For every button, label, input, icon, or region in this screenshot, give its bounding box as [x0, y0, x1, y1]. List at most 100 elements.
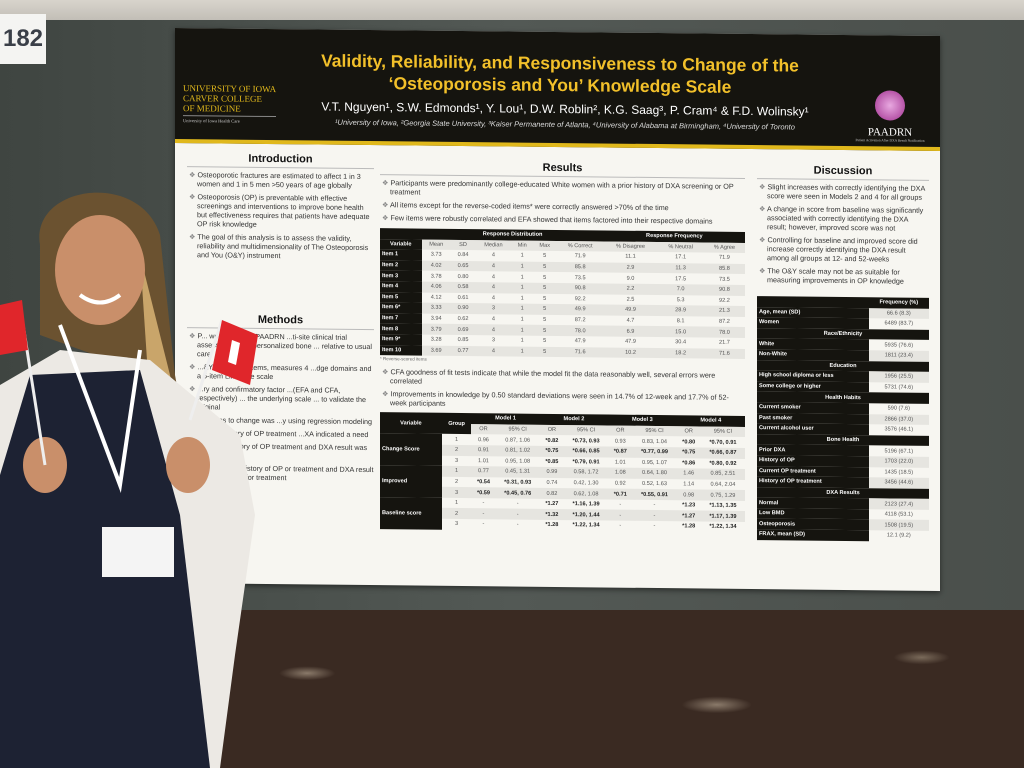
table-cell: *0.82	[545, 437, 559, 444]
column-header: SD	[450, 239, 476, 251]
table-cell: 1	[511, 282, 533, 294]
table-cell: 0.69	[450, 324, 476, 336]
bullet-point: Slight increases with correctly identify…	[757, 182, 929, 202]
table-cell: 1	[511, 303, 533, 315]
sub-header: OR	[608, 425, 633, 437]
table-cell: *0.71	[608, 488, 633, 500]
table-cell: Item 4	[380, 281, 422, 293]
table-cell: 10.2	[603, 347, 658, 359]
row-value: 4118 (53.1)	[884, 511, 913, 518]
table-cell: *0.80, 0.92	[709, 460, 737, 467]
table-cell: 0.83, 1.04	[642, 438, 667, 445]
row-value: 5731 (74.6)	[884, 384, 914, 391]
table-cell: 8.1	[676, 318, 685, 325]
table-cell: *0.31, 0.93	[504, 479, 532, 486]
sub-header: 95% CI	[564, 424, 609, 436]
authors: V.T. Nguyen¹, S.W. Edmonds¹, Y. Lou¹, D.…	[321, 99, 809, 119]
row-value: 1508 (19.5)	[868, 519, 929, 531]
row-value: 1956 (25.5)	[868, 371, 929, 383]
table-cell: 5	[543, 316, 547, 323]
paadrn-emblem-icon	[875, 90, 905, 121]
table-cell: 85.8	[703, 263, 745, 275]
table-cell: 85.8	[556, 261, 604, 273]
table-cell: 21.3	[703, 305, 745, 317]
table-cell: *0.77, 0.99	[632, 446, 677, 458]
affiliations: ¹University of Iowa, ²Georgia State Univ…	[335, 117, 795, 132]
table-cell: 71.6	[703, 348, 745, 360]
row-value: 3576 (46.1)	[884, 426, 914, 434]
row-label: FRAX, mean (SD)	[757, 529, 869, 541]
table-cell: 0.84	[457, 252, 469, 259]
table-cell: *1.17, 1.39	[700, 510, 745, 523]
table-cell: 6.9	[603, 325, 658, 337]
table-cell: *0.54	[476, 479, 491, 486]
table-cell: 0.81, 1.02	[495, 445, 540, 457]
table-cell: Item 7	[380, 312, 422, 324]
sub-header: 95% CI	[632, 425, 677, 437]
table-cell: Item 6*	[380, 302, 422, 314]
row-value: 66.6 (8.3)	[868, 307, 929, 320]
table-cell: 0.58, 1.72	[564, 467, 609, 479]
table-cell: 3.79	[421, 323, 451, 335]
bullet-point: A change in score from baseline was sign…	[757, 204, 929, 233]
table-cell: 0.95, 1.08	[505, 458, 531, 465]
table-cell: 7.0	[657, 284, 704, 296]
table-cell: 92.2	[719, 297, 730, 304]
column-header: Variable	[380, 238, 422, 250]
model-odds-ratio-table: Variable Group Model 1 Model 2 Model 3 Model …	[380, 412, 745, 532]
table-cell: -	[516, 500, 519, 507]
row-group-label: Improved	[380, 465, 442, 498]
table-cell: 0.74	[546, 479, 558, 486]
bullet-point: Participants were predominantly college-…	[380, 178, 745, 200]
row-value: 12.1 (9.2)	[886, 532, 911, 540]
item-response-table: Response Distribution Response Frequency V…	[380, 228, 745, 360]
paadrn-logo: PAADRN Patient Activation After DXA Resu…	[855, 90, 925, 143]
section-title: Discussion	[757, 164, 929, 181]
table-cell: 5	[543, 253, 547, 260]
table-cell: 0.77	[471, 466, 496, 478]
table-cell: *0.66, 0.85	[564, 445, 609, 458]
table-cell: 0.62	[457, 316, 469, 323]
table-cell: *0.55, 0.91	[632, 489, 677, 501]
table-cell: 4.02	[421, 260, 451, 272]
row-group-label: Baseline score	[380, 497, 442, 530]
table-cell: *0.75	[676, 447, 701, 459]
table-cell: 5	[543, 338, 547, 345]
table-cell: 3	[475, 303, 512, 315]
table-cell: *0.59	[471, 487, 496, 499]
table-cell: 2	[441, 444, 472, 456]
table-cell: 4.7	[626, 317, 635, 324]
table-cell: 3.28	[430, 336, 442, 344]
table-cell: 3.94	[430, 315, 442, 322]
bullet-point: All items except for the reverse-coded i…	[380, 200, 745, 213]
model-header: Model 1	[471, 413, 540, 425]
table-cell: 4.06	[421, 281, 451, 293]
sub-header: 95% CI	[700, 426, 745, 438]
table-cell: 0.64, 1.80	[632, 467, 677, 479]
table-cell: 0.91	[471, 445, 496, 456]
table-cell: 90.8	[703, 284, 745, 296]
column-header: Frequency (%)	[868, 297, 929, 309]
table-cell: 0.90	[450, 303, 476, 314]
table-cell: 1	[520, 295, 524, 302]
table-cell: 0.82	[539, 488, 565, 499]
table-cell: 5	[543, 274, 547, 281]
table-cell: *0.75	[539, 445, 565, 457]
table-cell: -	[619, 523, 622, 530]
table-cell: 49.9	[556, 304, 604, 316]
row-value: 1703 (22.0)	[868, 456, 929, 468]
table-cell: 17.1	[675, 254, 687, 261]
poster-header: UNIVERSITY OF IOWA CARVER COLLEGE OF MED…	[175, 27, 940, 152]
table-cell: 1.08	[608, 467, 633, 479]
logo-line: OF MEDICINE	[183, 103, 241, 114]
table-cell: 1	[511, 261, 533, 273]
table-cell: 92.2	[574, 296, 586, 303]
table-cell: 0.62, 1.08	[564, 488, 609, 500]
table-cell: 0.77	[450, 345, 476, 357]
row-value: 590 (7.6)	[887, 405, 910, 412]
table-cell: 1.14	[683, 481, 695, 488]
table-cell: 15.0	[657, 326, 704, 338]
row-value: 6489 (83.7)	[884, 320, 914, 328]
table-cell: 2.9	[603, 262, 658, 274]
table-cell: 5	[532, 325, 557, 336]
